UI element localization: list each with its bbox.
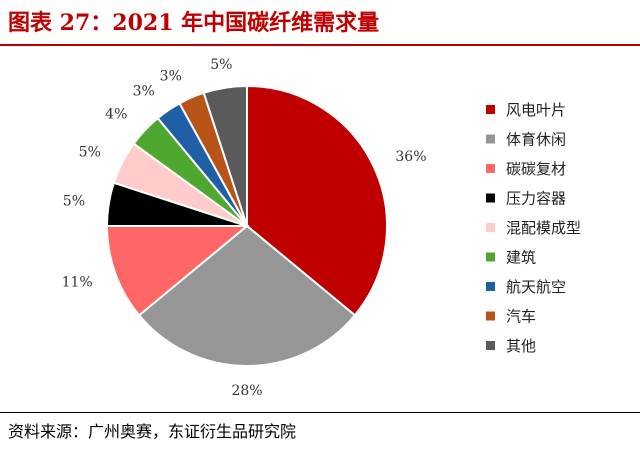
- source-divider: [0, 412, 640, 413]
- legend-label-4: 压力容器: [506, 190, 566, 208]
- legend-swatch-3: [486, 164, 495, 173]
- pie-slice-1: [246, 84, 388, 317]
- legend-label-6: 建筑: [506, 249, 536, 267]
- legend-label-7: 航天航空: [506, 278, 566, 296]
- legend-swatch-8: [486, 311, 495, 321]
- legend-swatch-7: [486, 282, 495, 291]
- chart-title: 图表 27：2021 年中国碳纤维需求量: [8, 10, 380, 36]
- source-note: 资料来源：广州奥赛，东证衍生品研究院: [8, 422, 297, 441]
- legend-swatch-9: [486, 341, 495, 350]
- legend-swatch-1: [486, 105, 495, 114]
- data-label-5: 5%: [79, 145, 101, 161]
- legend-label-8: 汽车: [506, 308, 536, 326]
- legend-swatch-6: [486, 252, 495, 262]
- data-label-4: 5%: [63, 193, 85, 209]
- pie-slice-9: [202, 84, 248, 227]
- pie-chart-svg: 36% 28% 11% 5% 5% 4% 3% 3% 5% 风电叶片体育休闲碳碳复材压力容器混配…: [62, 57, 581, 399]
- legend-label-9: 其他: [506, 337, 536, 355]
- data-label-1: 36%: [395, 149, 426, 165]
- pie-slice-3: [105, 225, 250, 317]
- legend-label-3: 碳碳复材: [506, 160, 566, 178]
- pie-slice-2: [137, 224, 357, 367]
- legend-label-1: 风电叶片: [506, 101, 566, 119]
- title-divider: [0, 44, 640, 46]
- legend-swatch-4: [486, 193, 495, 203]
- legend-label-5: 混配模成型: [506, 219, 581, 237]
- data-label-8: 3%: [160, 69, 182, 85]
- pie-chart: 36% 28% 11% 5% 5% 4% 3% 3% 5% 风电叶片体育休闲碳碳复材压力容器混配…: [0, 48, 640, 408]
- legend-swatch-5: [486, 223, 495, 232]
- data-label-6: 4%: [105, 107, 127, 123]
- data-label-2: 28%: [231, 383, 262, 399]
- data-label-7: 3%: [133, 83, 155, 99]
- pie-data-labels: 36% 28% 11% 5% 5% 4% 3% 3% 5%: [62, 57, 427, 399]
- pie-slices: [105, 84, 388, 367]
- data-label-3: 11%: [62, 275, 93, 291]
- data-label-9: 5%: [210, 57, 232, 73]
- legend-label-2: 体育休闲: [506, 131, 566, 149]
- legend-swatch-2: [486, 134, 495, 144]
